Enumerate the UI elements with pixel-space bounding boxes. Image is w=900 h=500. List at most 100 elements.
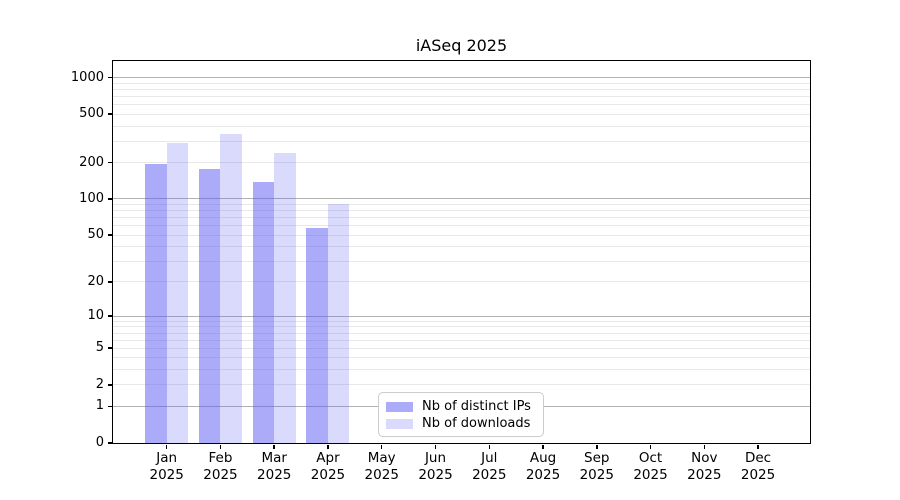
x-tick-label-jul: Jul 2025 [454, 450, 524, 484]
minor-gridline-50 [113, 234, 810, 236]
plot-area [113, 61, 810, 443]
x-tick-label-jan: Jan 2025 [132, 450, 202, 484]
x-tick-year: 2025 [633, 467, 668, 483]
legend-item-downloads: Nb of downloads [386, 416, 536, 431]
y-tick-2 [107, 384, 113, 386]
minor-gridline-4 [113, 357, 810, 359]
legend: Nb of distinct IPs Nb of downloads [378, 392, 544, 437]
minor-gridline-200 [113, 162, 810, 164]
y-tick-0 [107, 442, 113, 444]
x-tick-month: Dec [744, 450, 772, 466]
minor-gridline-7 [113, 332, 810, 334]
y-tick-10 [107, 315, 113, 317]
x-tick-label-mar: Mar 2025 [239, 450, 309, 484]
y-tick-label-5: 5 [95, 340, 104, 356]
y-tick-label-1: 1 [95, 398, 104, 414]
x-tick-month: Apr [316, 450, 340, 466]
minor-gridline-700 [113, 95, 810, 97]
y-tick-label-10: 10 [87, 308, 104, 324]
x-tick-label-feb: Feb 2025 [185, 450, 255, 484]
x-tick-nov [703, 444, 706, 449]
y-tick-label-200: 200 [79, 154, 104, 170]
minor-gridline-2 [113, 384, 810, 386]
x-tick-year: 2025 [472, 467, 507, 483]
minor-gridline-5 [113, 347, 810, 349]
x-tick-label-aug: Aug 2025 [508, 450, 578, 484]
x-tick-jul [488, 444, 490, 449]
legend-label-distinct-ips: Nb of distinct IPs [422, 399, 531, 414]
minor-gridline-90 [113, 203, 810, 205]
x-tick-label-apr: Apr 2025 [293, 450, 363, 484]
x-tick-month: Mar [261, 450, 287, 466]
x-tick-year: 2025 [525, 467, 561, 483]
minor-gridline-800 [113, 88, 810, 90]
x-tick-label-jun: Jun 2025 [401, 450, 471, 484]
y-tick-50 [107, 234, 113, 236]
bar-feb-downloads [220, 133, 242, 443]
y-tick-1000 [107, 76, 113, 79]
x-tick-label-dec: Dec 2025 [723, 450, 793, 484]
chart-title: iASeq 2025 [415, 36, 508, 55]
x-tick-apr [327, 444, 329, 449]
minor-gridline-6 [113, 339, 810, 341]
minor-gridline-400 [113, 125, 810, 127]
x-tick-label-oct: Oct 2025 [616, 450, 686, 484]
x-tick-jan [165, 444, 168, 449]
bar-mar-downloads [274, 152, 296, 443]
minor-gridline-70 [113, 217, 810, 219]
y-tick-label-50: 50 [87, 227, 104, 243]
y-tick-label-0: 0 [95, 435, 104, 450]
x-tick-year: 2025 [310, 467, 346, 483]
major-gridline-100 [113, 198, 810, 200]
x-tick-year: 2025 [418, 467, 453, 483]
bar-mar-distinct-ips [252, 182, 275, 443]
x-tick-label-nov: Nov 2025 [669, 450, 739, 484]
x-tick-month: Nov [691, 450, 718, 466]
legend-item-distinct-ips: Nb of distinct IPs [386, 399, 536, 414]
minor-gridline-600 [113, 104, 810, 106]
legend-swatch-distinct-ips [386, 401, 413, 412]
minor-gridline-20 [113, 281, 810, 283]
x-tick-label-may: May 2025 [347, 450, 417, 484]
x-tick-month: Jan [156, 450, 178, 466]
x-tick-year: 2025 [364, 467, 399, 483]
x-tick-year: 2025 [687, 467, 722, 483]
x-tick-may [380, 444, 383, 449]
x-tick-month: Aug [529, 450, 557, 466]
minor-gridline-40 [113, 246, 810, 248]
x-tick-year: 2025 [579, 467, 614, 483]
minor-gridline-3 [113, 369, 810, 371]
x-tick-mar [273, 444, 275, 449]
y-tick-1 [107, 405, 113, 408]
minor-gridline-900 [113, 82, 810, 84]
minor-gridline-30 [113, 260, 810, 262]
x-tick-feb [219, 444, 222, 449]
major-gridline-1000 [113, 77, 810, 79]
minor-gridline-60 [113, 225, 810, 227]
x-tick-year: 2025 [740, 467, 776, 483]
x-tick-month: Sep [584, 450, 610, 466]
minor-gridline-500 [113, 113, 810, 115]
x-tick-dec [757, 444, 759, 449]
x-tick-month: Feb [208, 450, 233, 466]
x-tick-year: 2025 [149, 467, 184, 483]
x-tick-year: 2025 [257, 467, 292, 483]
bar-jan-downloads [166, 143, 189, 443]
minor-gridline-9 [113, 320, 810, 322]
x-tick-label-sep: Sep 2025 [562, 450, 632, 484]
bar-feb-distinct-ips [198, 168, 221, 443]
minor-gridline-300 [113, 140, 810, 142]
y-tick-200 [107, 161, 113, 164]
y-tick-5 [107, 347, 113, 349]
bar-apr-distinct-ips [306, 228, 328, 443]
bar-jan-distinct-ips [145, 163, 167, 443]
legend-label-downloads: Nb of downloads [422, 416, 531, 431]
y-tick-label-20: 20 [87, 273, 104, 289]
x-tick-sep [596, 444, 598, 449]
legend-swatch-downloads [386, 418, 413, 429]
y-tick-label-1000: 1000 [70, 69, 104, 85]
y-tick-100 [107, 198, 113, 200]
y-tick-20 [107, 281, 113, 283]
x-tick-month: Jul [481, 450, 498, 466]
